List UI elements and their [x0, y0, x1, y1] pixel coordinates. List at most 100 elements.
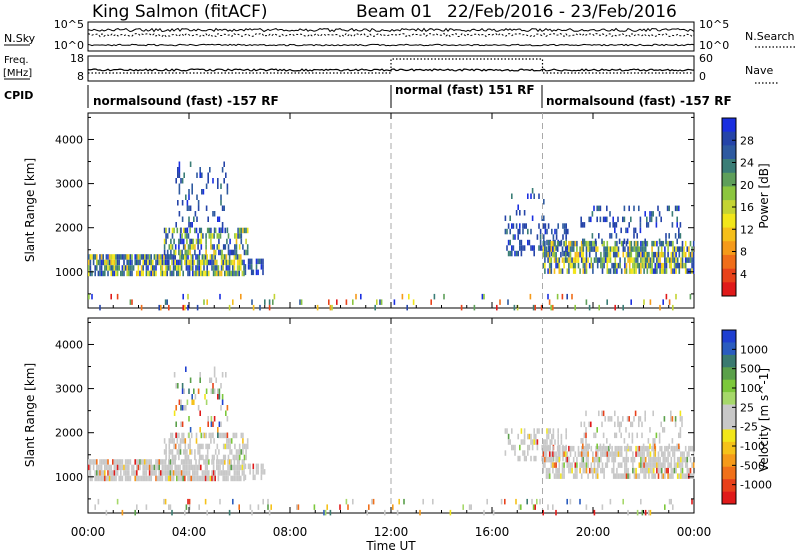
- echo-cell: [648, 462, 650, 468]
- echo-cell: [172, 259, 175, 266]
- echo-cell: [225, 254, 228, 260]
- echo-cell: [635, 251, 637, 258]
- echo-cell: [558, 456, 561, 463]
- echo-cell: [208, 270, 210, 277]
- echo-cell: [689, 445, 692, 452]
- echo-cell: [577, 262, 580, 269]
- echo-cell: [228, 464, 231, 471]
- echo-cell: [216, 464, 218, 471]
- echo-cell: [548, 451, 551, 457]
- echo-cell: [512, 444, 515, 451]
- echo-cell: [660, 251, 663, 258]
- echo-cell: [206, 449, 209, 455]
- echo-cell: [644, 238, 646, 245]
- echo-cell: [633, 467, 636, 474]
- echo-cell: [187, 464, 189, 471]
- echo-cell: [176, 470, 178, 476]
- echo-cell: [181, 216, 184, 222]
- echo-cell: [170, 244, 172, 250]
- echo-cell: [598, 304, 600, 311]
- echo-cell: [576, 251, 578, 258]
- echo-cell: [112, 470, 114, 476]
- echo-cell: [218, 216, 221, 222]
- echo-cell: [620, 240, 623, 247]
- echo-cell: [646, 240, 649, 247]
- echo-cell: [214, 249, 217, 256]
- echo-cell: [614, 240, 617, 247]
- echo-cell: [194, 227, 196, 234]
- echo-cell: [210, 377, 213, 383]
- echo-cell: [323, 509, 325, 516]
- echo-cell: [628, 240, 631, 247]
- echo-cell: [576, 246, 578, 252]
- echo-cell: [168, 259, 170, 266]
- echo-cell: [232, 475, 234, 482]
- echo-cell: [104, 464, 106, 471]
- echo-cell: [656, 456, 658, 463]
- echo-cell: [184, 254, 186, 260]
- echo-cell: [174, 464, 176, 471]
- echo-cell: [612, 473, 615, 479]
- echo-cell: [665, 456, 668, 463]
- echo-cell: [648, 473, 650, 479]
- echo-cell: [204, 475, 207, 482]
- echo-cell: [196, 475, 199, 482]
- echo-cell: [124, 459, 127, 465]
- echo-cell: [268, 299, 271, 305]
- echo-cell: [183, 388, 185, 394]
- echo-cell: [673, 262, 676, 269]
- echo-cell: [163, 254, 165, 260]
- echo-cell: [142, 254, 144, 260]
- echo-cell: [145, 470, 148, 476]
- echo-cell: [88, 470, 90, 476]
- echo-cell: [211, 233, 214, 239]
- echo-cell: [208, 227, 211, 234]
- echo-cell: [205, 454, 207, 461]
- echo-cell: [116, 265, 119, 271]
- echo-cell: [615, 432, 618, 439]
- echo-cell: [213, 416, 216, 422]
- echo-cell: [624, 473, 626, 479]
- echo-cell: [102, 254, 104, 260]
- echo-cell: [557, 223, 559, 229]
- colorbar-swatch: [722, 454, 736, 468]
- echo-cell: [142, 270, 144, 277]
- echo-cell: [561, 462, 564, 468]
- echo-cell: [614, 456, 617, 463]
- echo-cell: [644, 445, 647, 452]
- echo-cell: [199, 377, 201, 383]
- echo-cell: [602, 443, 605, 450]
- echo-cell: [616, 246, 618, 252]
- echo-cell: [132, 265, 135, 271]
- echo-cell: [205, 238, 207, 245]
- echo-cell: [657, 246, 660, 252]
- echo-cell: [555, 467, 557, 474]
- echo-cell: [136, 459, 138, 465]
- echo-cell: [567, 250, 569, 257]
- echo-cell: [188, 222, 190, 228]
- echo-cell: [519, 223, 521, 229]
- echo-cell: [178, 211, 181, 217]
- echo-cell: [120, 475, 122, 482]
- echo-cell: [672, 467, 674, 474]
- echo-cell: [692, 251, 695, 258]
- echo-cell: [229, 438, 231, 444]
- echo-cell: [144, 470, 146, 476]
- echo-cell: [110, 259, 112, 266]
- echo-cell: [115, 270, 117, 277]
- echo-cell: [174, 244, 177, 250]
- nsky-label: N.Sky: [4, 32, 36, 45]
- echo-cell: [268, 509, 271, 516]
- echo-cell: [224, 454, 227, 461]
- echo-cell: [617, 416, 619, 422]
- echo-cell: [611, 456, 613, 463]
- echo-cell: [657, 205, 659, 212]
- echo-cell: [254, 474, 256, 481]
- echo-cell: [187, 475, 189, 482]
- echo-cell: [492, 509, 495, 516]
- echo-cell: [657, 473, 660, 479]
- echo-cell: [174, 459, 176, 465]
- echo-cell: [568, 240, 570, 247]
- echo-cell: [542, 456, 545, 463]
- echo-cell: [182, 254, 184, 260]
